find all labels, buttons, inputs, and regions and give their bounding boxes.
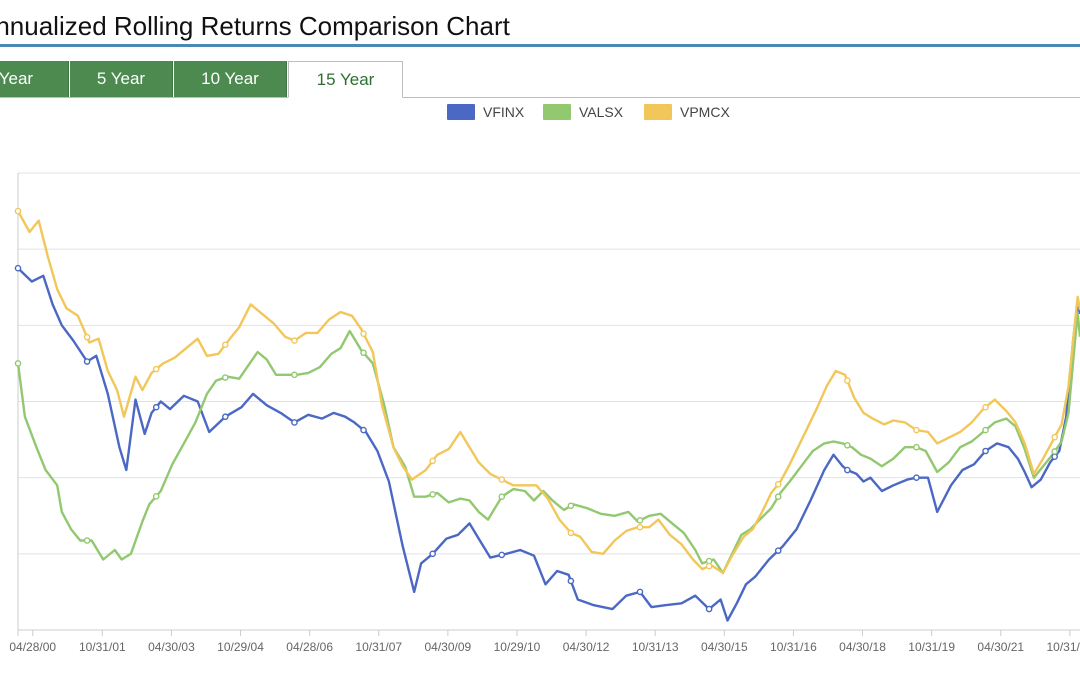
data-point-valsx bbox=[913, 443, 920, 451]
tab-10-year[interactable]: 10 Year bbox=[174, 61, 287, 97]
data-point-valsx bbox=[1051, 448, 1058, 455]
data-point-vpmcx bbox=[982, 403, 989, 411]
series-line-vfinx bbox=[17, 267, 1080, 622]
data-point-vfinx bbox=[83, 358, 91, 365]
data-point-vfinx bbox=[498, 551, 506, 559]
data-point-vpmcx bbox=[705, 562, 713, 570]
data-point-valsx bbox=[844, 441, 851, 449]
data-point-vfinx bbox=[982, 447, 989, 455]
page-title: Annualized Rolling Returns Comparison Ch… bbox=[0, 0, 1080, 44]
x-tick-label: 10/31/13 bbox=[632, 640, 679, 654]
x-tick-label: 04/30/21 bbox=[977, 640, 1024, 654]
data-point-valsx bbox=[567, 502, 575, 510]
tab-baseline bbox=[0, 97, 1080, 98]
data-point-vpmcx bbox=[844, 377, 851, 384]
data-point-vfinx bbox=[222, 413, 229, 421]
data-point-valsx bbox=[83, 537, 91, 544]
data-point-vfinx bbox=[844, 466, 851, 474]
title-divider bbox=[0, 44, 1080, 47]
series-layer bbox=[14, 207, 1080, 622]
data-point-valsx bbox=[360, 349, 367, 357]
data-point-valsx bbox=[705, 557, 713, 565]
data-point-vpmcx bbox=[636, 523, 644, 531]
x-tick-label: 04/30/18 bbox=[839, 640, 886, 654]
legend-label-vpmcx: VPMCX bbox=[680, 104, 730, 120]
data-point-vfinx bbox=[705, 605, 713, 613]
period-tabs: 3 Year 5 Year 10 Year 15 Year bbox=[0, 61, 1080, 98]
x-tick-label: 10/31/22 bbox=[1047, 640, 1080, 654]
data-point-vpmcx bbox=[567, 529, 575, 537]
data-point-vfinx bbox=[774, 547, 782, 554]
x-tick-label: 10/29/04 bbox=[217, 640, 264, 654]
data-point-valsx bbox=[152, 493, 160, 500]
x-tick-label: 10/29/10 bbox=[494, 640, 541, 654]
x-tick-label: 04/30/12 bbox=[563, 640, 610, 654]
x-tick-label: 04/28/00 bbox=[9, 640, 56, 654]
data-point-vpmcx bbox=[291, 337, 298, 344]
x-tick-label: 04/28/06 bbox=[286, 640, 333, 654]
tab-15-year[interactable]: 15 Year bbox=[288, 61, 403, 98]
data-point-vpmcx bbox=[222, 341, 229, 349]
x-tick-label: 04/30/03 bbox=[148, 640, 195, 654]
data-point-valsx bbox=[429, 491, 436, 498]
tab-3-year[interactable]: 3 Year bbox=[0, 61, 69, 97]
data-point-vfinx bbox=[291, 419, 298, 426]
data-point-vpmcx bbox=[14, 207, 22, 215]
legend-label-valsx: VALSX bbox=[579, 104, 624, 120]
data-point-vfinx bbox=[360, 426, 367, 434]
data-point-vfinx bbox=[636, 588, 644, 596]
data-point-vfinx bbox=[152, 403, 160, 411]
x-tick-label: 04/30/09 bbox=[425, 640, 472, 654]
page-title-text: Annualized Rolling Returns Comparison Ch… bbox=[0, 11, 510, 41]
data-point-vpmcx bbox=[152, 365, 160, 373]
x-tick-label: 04/30/15 bbox=[701, 640, 748, 654]
x-tick-label: 10/31/19 bbox=[908, 640, 955, 654]
x-tick-label: 10/31/16 bbox=[770, 640, 817, 654]
data-point-vfinx bbox=[913, 474, 920, 481]
data-point-valsx bbox=[982, 426, 989, 434]
data-point-valsx bbox=[14, 360, 22, 367]
data-point-vpmcx bbox=[498, 476, 506, 483]
legend-swatch-vfinx bbox=[447, 104, 475, 120]
data-point-vpmcx bbox=[360, 330, 367, 338]
legend-swatch-valsx bbox=[543, 104, 571, 120]
data-point-vfinx bbox=[429, 550, 436, 558]
data-point-valsx bbox=[222, 374, 229, 381]
data-point-vpmcx bbox=[429, 457, 436, 465]
x-tick-label: 10/31/07 bbox=[355, 640, 402, 654]
series-line-vpmcx bbox=[16, 210, 1080, 575]
x-axis-ticks: 04/28/00 10/31/01 04/30/03 10/29/04 04/28/06… bbox=[9, 629, 1080, 654]
data-point-vfinx bbox=[14, 264, 22, 272]
data-point-valsx bbox=[774, 493, 782, 501]
data-point-valsx bbox=[291, 371, 298, 379]
series-line-valsx bbox=[16, 312, 1080, 575]
x-tick-label: 10/31/01 bbox=[79, 640, 126, 654]
data-point-vfinx bbox=[567, 577, 575, 585]
data-point-vpmcx bbox=[774, 481, 782, 488]
data-point-vpmcx bbox=[913, 426, 920, 434]
data-point-vpmcx bbox=[83, 333, 91, 341]
data-point-valsx bbox=[498, 493, 506, 501]
data-point-valsx bbox=[636, 517, 644, 524]
chart-legend: VFINX VALSX VPMCX bbox=[447, 104, 730, 120]
legend-label-vfinx: VFINX bbox=[483, 104, 525, 120]
data-point-vfinx bbox=[1051, 453, 1058, 461]
legend-swatch-vpmcx bbox=[644, 104, 672, 120]
tab-5-year[interactable]: 5 Year bbox=[70, 61, 173, 97]
data-point-vpmcx bbox=[1051, 433, 1058, 441]
